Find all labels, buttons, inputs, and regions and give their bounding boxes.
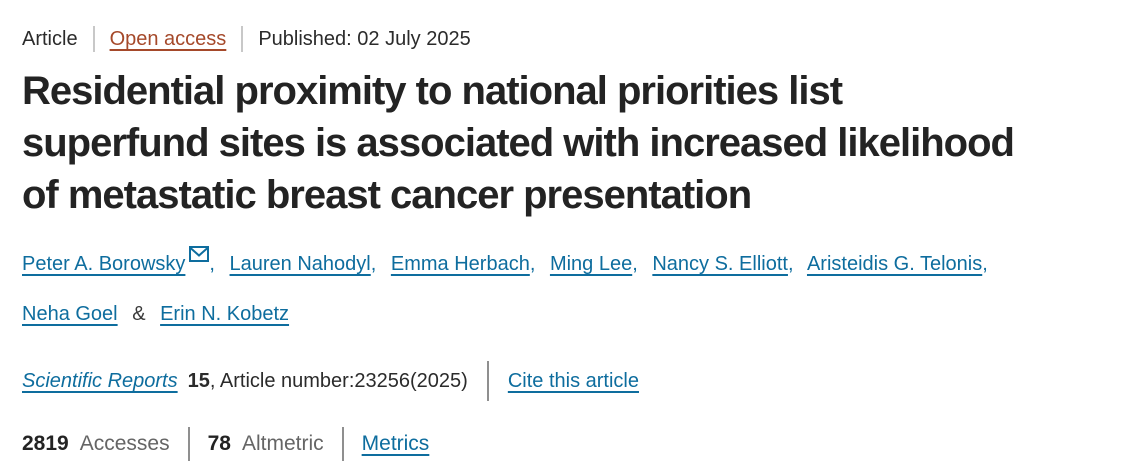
journal-citation-line: Scientific Reports 15 , Article number: … (22, 361, 1104, 401)
author-link-emma-herbach[interactable]: Emma Herbach (390, 253, 530, 275)
author-link-peter-a-borowsky[interactable]: Peter A. Borowsky (22, 253, 186, 275)
author-separator: , (982, 253, 988, 275)
journal-link[interactable]: Scientific Reports (22, 370, 178, 392)
email-icon[interactable] (189, 246, 210, 275)
author-separator: , (787, 253, 794, 275)
author-ampersand: & (132, 303, 146, 325)
author: Aristeidis G. Telonis, (807, 253, 988, 275)
article-year: (2025) (410, 370, 468, 392)
author-separator: , (209, 253, 215, 275)
open-access-link[interactable]: Open access (109, 28, 227, 50)
author: Emma Herbach, (391, 253, 536, 275)
author-link-ming-lee[interactable]: Ming Lee (549, 253, 633, 275)
author-separator: , (370, 253, 377, 275)
divider (486, 361, 489, 401)
title-line-1: Residential proximity to national priori… (22, 69, 843, 113)
article-number-label: , Article number: (209, 370, 355, 392)
author: Lauren Nahodyl, (230, 253, 377, 275)
divider (92, 26, 95, 52)
title-line-2: superfund sites is associated with incre… (22, 121, 1015, 165)
accesses-label: Accesses (79, 432, 170, 455)
metrics-link[interactable]: Metrics (361, 432, 430, 455)
metrics-line: 2819 Accesses 78 Altmetric Metrics (22, 427, 1104, 461)
article-title: Residential proximity to national priori… (22, 65, 1104, 221)
divider (187, 427, 190, 461)
divider (341, 427, 344, 461)
altmetric-label: Altmetric (241, 432, 324, 455)
published-date: Published: 02 July 2025 (258, 28, 471, 50)
author-separator: , (632, 253, 638, 275)
author-link-aristeidis-g-telonis[interactable]: Aristeidis G. Telonis (806, 253, 983, 275)
author-link-neha-goel[interactable]: Neha Goel (22, 303, 118, 325)
author: Neha Goel (22, 303, 118, 325)
author: Ming Lee, (550, 253, 638, 275)
author-link-lauren-nahodyl[interactable]: Lauren Nahodyl (229, 253, 371, 275)
author-link-nancy-s-elliott[interactable]: Nancy S. Elliott (652, 253, 788, 275)
author: Nancy S. Elliott, (652, 253, 793, 275)
author: Peter A. Borowsky, (22, 246, 215, 275)
cite-this-article-link[interactable]: Cite this article (507, 370, 639, 392)
article-meta-line: Article Open access Published: 02 July 2… (22, 26, 1104, 52)
author-link-erin-n-kobetz[interactable]: Erin N. Kobetz (160, 303, 290, 325)
article-type-label: Article (22, 28, 78, 50)
author-row-2: Neha Goel & Erin N. Kobetz (22, 299, 1104, 329)
accesses-count: 2819 (22, 432, 69, 455)
altmetric-count: 78 (207, 432, 231, 455)
author-separator: , (529, 253, 536, 275)
title-line-3: of metastatic breast cancer presentation (22, 173, 752, 217)
author: Erin N. Kobetz (160, 303, 289, 325)
author-row-1: Peter A. Borowsky, Lauren Nahodyl, Emma … (22, 246, 1104, 279)
divider (241, 26, 244, 52)
journal-volume: 15 (187, 370, 210, 392)
author-list: Peter A. Borowsky, Lauren Nahodyl, Emma … (22, 246, 1104, 329)
article-number: 23256 (354, 370, 411, 392)
